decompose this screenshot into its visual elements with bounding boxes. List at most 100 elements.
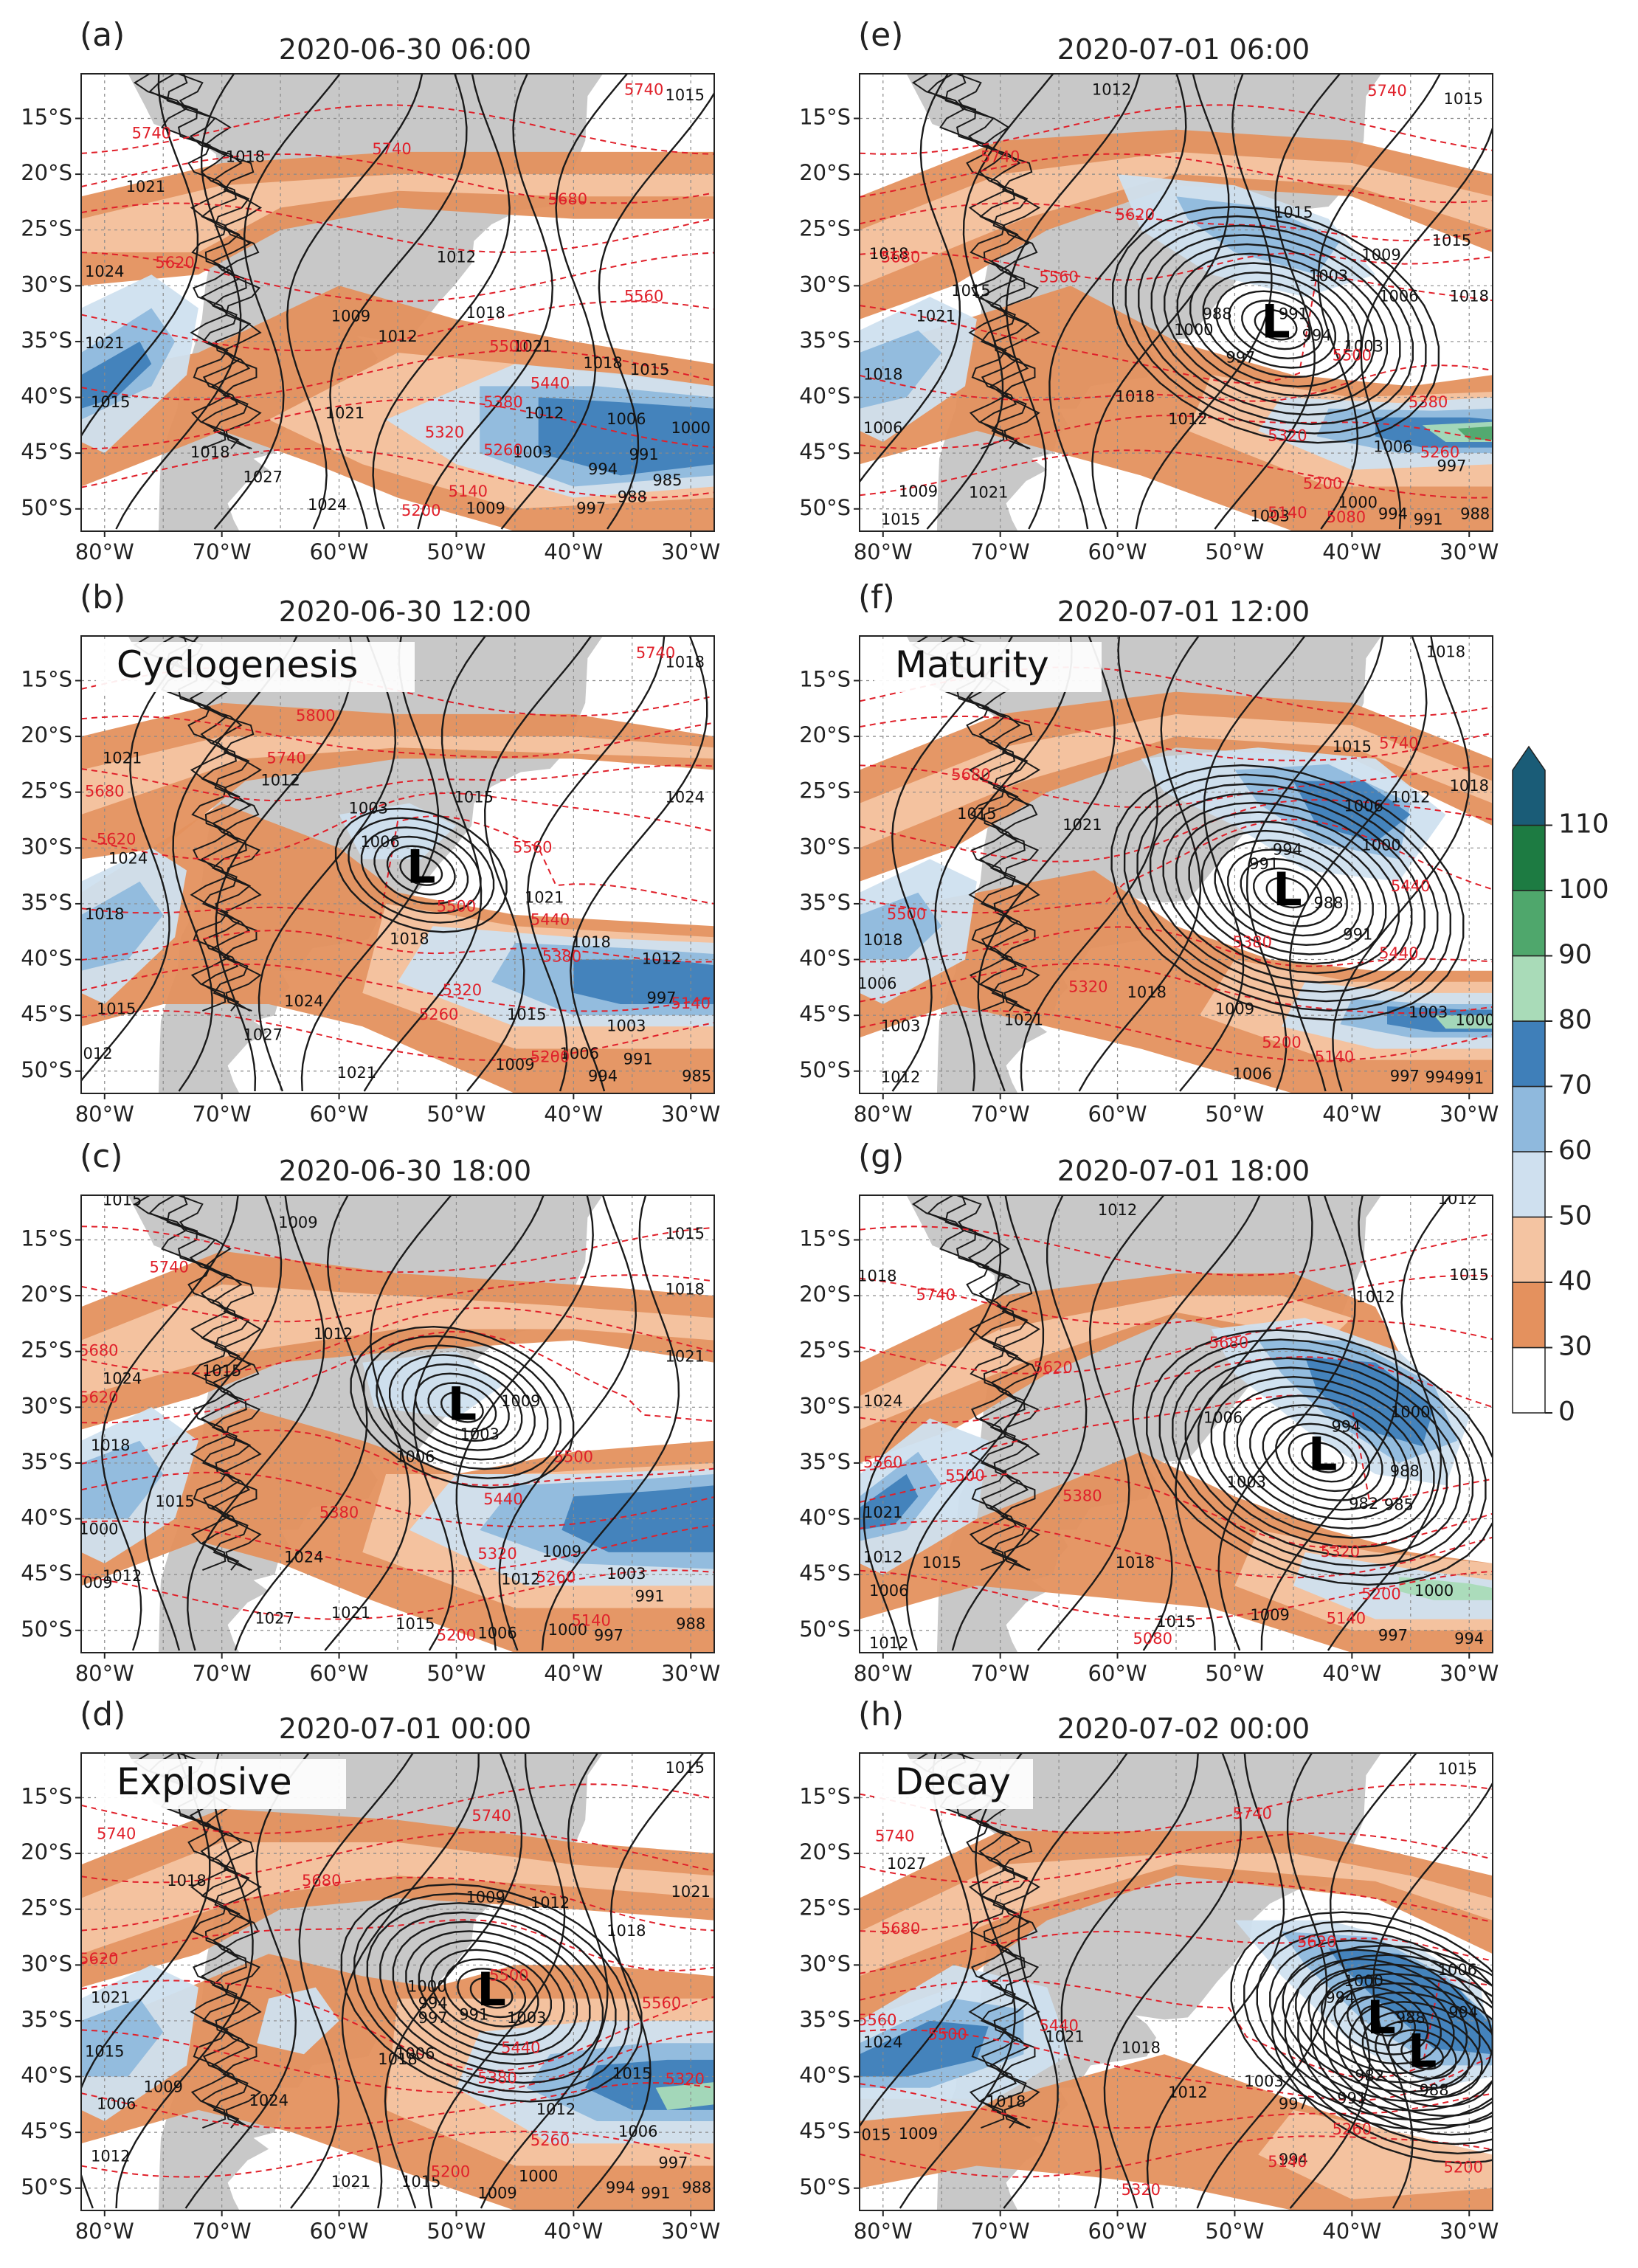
isobar-label: 994 xyxy=(1273,840,1302,858)
colorbar-swatch xyxy=(1512,1282,1546,1349)
isobar-label: 1000 xyxy=(1344,1972,1383,1990)
topography-contour xyxy=(944,74,1030,449)
isobar-label: 1009 xyxy=(495,1056,534,1074)
isobar-contour xyxy=(1301,1441,1345,1473)
lat-tick-label: 40°S xyxy=(799,946,851,971)
geopotential-label: 5200 xyxy=(431,2163,470,2181)
lon-tick-label: 60°W xyxy=(1088,2219,1147,2244)
lat-tick-label: 45°S xyxy=(799,439,851,464)
lat-tick-label: 50°S xyxy=(799,2174,851,2199)
colorbar-swatch xyxy=(1512,890,1546,957)
geopotential-label: 5500 xyxy=(554,1448,593,1465)
lon-tick-label: 50°W xyxy=(1205,1102,1264,1127)
panel-frame xyxy=(80,73,715,532)
isobar-contour xyxy=(860,74,961,484)
colorbar: 0 30 40 50 60 70 80 90 100 110 xyxy=(1512,745,1609,1427)
isobar-label: 982 xyxy=(1349,1495,1378,1512)
isobar-contour xyxy=(1265,877,1310,909)
isobar-contour xyxy=(366,1902,617,2084)
isobar-contour xyxy=(1048,74,1187,530)
isobar-contour xyxy=(300,636,439,1092)
colorbar-tick-label: 70 xyxy=(1558,1071,1592,1101)
isobar-label: 997 xyxy=(1437,457,1466,474)
geopotential-contour xyxy=(81,929,714,963)
isobar-contour xyxy=(417,74,554,530)
isobar-label: 1024 xyxy=(85,263,124,280)
lat-tick-label: 35°S xyxy=(21,890,72,915)
geopotential-label: 5500 xyxy=(437,897,476,915)
lat-tick-label: 50°S xyxy=(21,1057,72,1082)
panel-letter: (f) xyxy=(858,578,895,616)
topography-contour xyxy=(944,1195,1030,1571)
isobar-contour xyxy=(290,1753,414,2209)
isobar-label: 1006 xyxy=(857,975,896,992)
isobar-label: 1009 xyxy=(477,2184,516,2202)
geopotential-contour xyxy=(81,252,714,302)
geopotential-contour xyxy=(860,1881,1493,1932)
geopotential-label: 5140 xyxy=(449,483,488,500)
lat-tick-label: 35°S xyxy=(799,1449,851,1474)
isobar-label: 1003 xyxy=(607,1017,646,1034)
isobar-contour xyxy=(1060,1753,1199,2209)
isobar-contour xyxy=(1260,1195,1400,1651)
isobar-label: 985 xyxy=(652,471,682,489)
isobar-label: 1009 xyxy=(1215,1000,1254,1018)
isobar-label: 991 xyxy=(1343,925,1372,943)
isobar-label: 994 xyxy=(1448,2003,1478,2021)
lat-tick-label: 15°S xyxy=(799,104,851,129)
geopotential-label: 5200 xyxy=(1262,1034,1301,1051)
isobar-contour xyxy=(1223,1385,1422,1530)
isobar-contour xyxy=(1375,2019,1470,2089)
geopotential-label: 5200 xyxy=(1444,2159,1483,2177)
isobar-label: 1024 xyxy=(863,1392,902,1410)
isobar-contour xyxy=(466,636,592,1092)
geopotential-label: 5320 xyxy=(1122,2181,1161,2199)
isobar-label: 1018 xyxy=(583,354,622,372)
isobar-label: 1012 xyxy=(103,1567,142,1585)
isobar-contour xyxy=(1158,1338,1487,1577)
isobar-contour xyxy=(363,636,486,1092)
isobar-contour xyxy=(115,1753,254,2209)
lat-tick-label: 35°S xyxy=(21,1449,72,1474)
lat-tick-label: 20°S xyxy=(799,722,851,747)
panel-grid: (a) 2020-06-30 06:00102110181024102110151… xyxy=(21,16,1499,2244)
isobar-label: 991 xyxy=(1414,511,1443,528)
lat-tick-label: 50°S xyxy=(21,1617,72,1642)
isobar-label: 997 xyxy=(1226,349,1255,367)
lon-tick-label: 70°W xyxy=(193,2219,252,2244)
lon-tick-label: 30°W xyxy=(1440,539,1499,564)
lat-tick-label: 40°S xyxy=(21,2063,72,2088)
geopotential-label: 5740 xyxy=(132,125,171,142)
isobar-label: 994 xyxy=(1331,1418,1361,1436)
map-area: 1021 1018 1024 1021 1015 1009 1012 1018 1021 1021… xyxy=(81,74,714,531)
geopotential-label: 5620 xyxy=(1033,1358,1072,1376)
isobar-label: 1009 xyxy=(899,483,938,500)
map-panel: (d) 2020-07-01 00:00101810211015100610091… xyxy=(21,1695,720,2244)
isobar-label: 1000 xyxy=(519,2168,558,2185)
lat-tick-label: 15°S xyxy=(21,1225,72,1251)
geopotential-label: 5500 xyxy=(887,905,926,923)
isobar-label: 1018 xyxy=(857,1267,896,1285)
colorbar-tick-label: 0 xyxy=(1558,1397,1575,1427)
stage-label: Maturity xyxy=(874,642,1102,692)
geopotential-label: 5380 xyxy=(477,2070,516,2087)
lat-tick-label: 25°S xyxy=(799,1895,851,1920)
lat-tick-label: 45°S xyxy=(21,2118,72,2143)
isobar-label: 1003 xyxy=(1309,267,1348,285)
isobar-label: 994 xyxy=(588,460,618,478)
isobar-label: 997 xyxy=(1279,2095,1308,2112)
geopotential-contour xyxy=(860,1320,1493,1375)
geopotential-label: 5560 xyxy=(863,1453,902,1471)
wind-speed-band xyxy=(81,341,152,409)
isobar-label: 997 xyxy=(1378,1626,1408,1644)
isobar-label: 1024 xyxy=(108,849,148,867)
geopotential-contour xyxy=(860,251,1493,281)
geopotential-contour xyxy=(860,1832,1493,1884)
isobar-label: 988 xyxy=(1314,894,1344,912)
geopotential-label: 5740 xyxy=(916,1286,956,1304)
isobar-label: 1018 xyxy=(466,304,505,322)
geopotential-contour xyxy=(860,1356,1493,1424)
geopotential-label: 5320 xyxy=(1321,1543,1360,1560)
isobar-label: 1015 xyxy=(851,2126,891,2144)
isobar-label: 1006 xyxy=(1379,287,1418,305)
